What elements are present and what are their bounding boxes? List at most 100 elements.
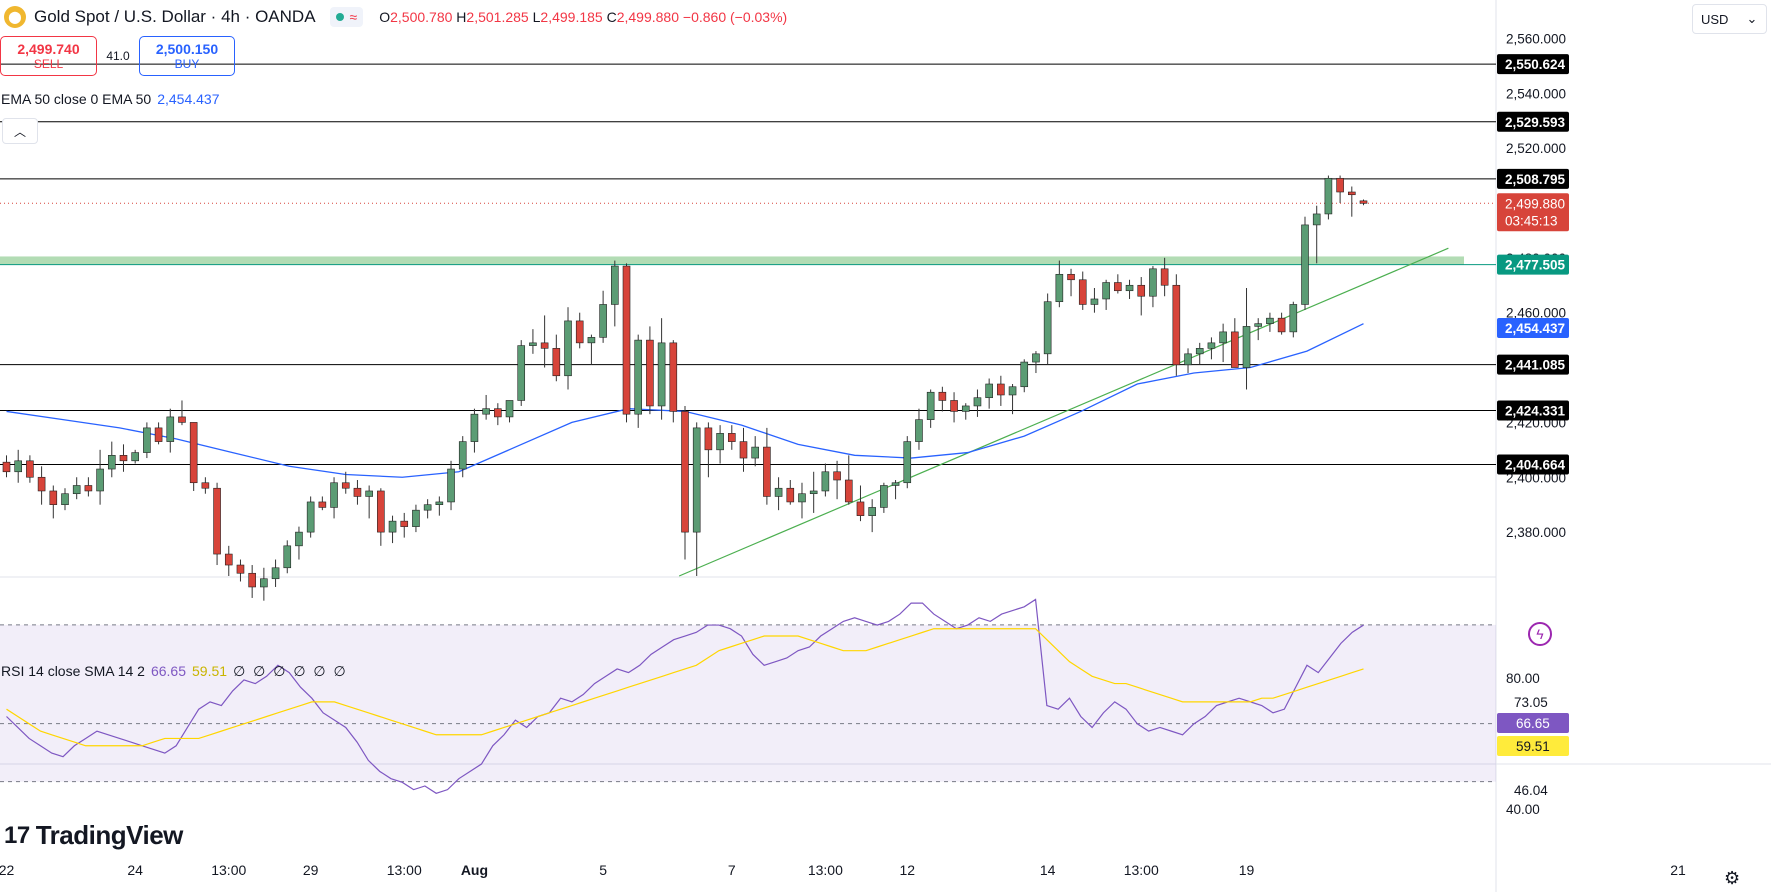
candle-body bbox=[1359, 200, 1368, 204]
candle bbox=[716, 425, 724, 464]
candle bbox=[1289, 301, 1298, 338]
candle bbox=[1219, 323, 1227, 363]
candle-body bbox=[213, 487, 221, 555]
lightning-icon[interactable]: ϟ bbox=[1528, 622, 1552, 646]
rsi-legend[interactable]: RSI 14 close SMA 14 2 66.65 59.51 ∅ ∅ ∅ ∅ ∅… bbox=[1, 663, 348, 680]
candle bbox=[341, 471, 350, 494]
candle bbox=[26, 455, 34, 483]
price-tick-label: 2,520.000 bbox=[1506, 141, 1566, 156]
candle-body bbox=[669, 342, 678, 412]
candle-body bbox=[844, 479, 853, 503]
candle-body bbox=[657, 342, 666, 407]
candle bbox=[774, 477, 783, 511]
candle-body bbox=[306, 501, 315, 533]
candle-body bbox=[236, 564, 245, 574]
candle-body bbox=[915, 419, 923, 442]
time-tick-label: 22 bbox=[0, 862, 14, 878]
symbol-title[interactable]: Gold Spot / U.S. Dollar · 4h · OANDA bbox=[34, 7, 316, 26]
ohlc-change: −0.860 (−0.03%) bbox=[682, 9, 788, 25]
candle bbox=[330, 477, 338, 519]
candle-body bbox=[529, 342, 537, 346]
candle-body bbox=[341, 482, 350, 489]
candle-body bbox=[1149, 268, 1157, 297]
candle-body bbox=[798, 493, 806, 503]
candle-body bbox=[716, 433, 724, 451]
candle-body bbox=[37, 476, 46, 492]
candle-body bbox=[938, 391, 947, 401]
chevron-down-icon: ⌄ bbox=[1746, 11, 1758, 26]
ohlc-high: 2,501.285 bbox=[466, 9, 529, 25]
candle-body bbox=[587, 337, 596, 344]
candle bbox=[1266, 312, 1274, 332]
candle-body bbox=[634, 339, 643, 415]
candle bbox=[143, 422, 151, 459]
candle-body bbox=[739, 441, 748, 459]
candle-body bbox=[997, 383, 1005, 396]
candle bbox=[49, 485, 58, 519]
candle-body bbox=[458, 441, 467, 470]
ema-legend[interactable]: EMA 50 close 0 EMA 50 2,454.437 bbox=[1, 91, 220, 107]
candle-body bbox=[868, 507, 876, 516]
candle bbox=[938, 386, 947, 412]
candle-body bbox=[1160, 268, 1169, 286]
candle-body bbox=[821, 471, 830, 492]
candle bbox=[809, 471, 818, 513]
candle-body bbox=[1114, 282, 1122, 292]
candle-body bbox=[751, 446, 759, 459]
candle bbox=[1348, 186, 1356, 217]
level-price-label-bg bbox=[1497, 54, 1569, 75]
price-tick-label: 2,560.000 bbox=[1506, 31, 1566, 46]
sell-button[interactable]: 2,499.740 SELL bbox=[0, 36, 97, 76]
candle-body bbox=[494, 408, 502, 418]
time-tick-label: 24 bbox=[127, 862, 143, 878]
market-status-pill[interactable]: ≈ bbox=[329, 7, 364, 27]
settings-gear-icon[interactable]: ⚙ bbox=[1724, 868, 1741, 888]
candle bbox=[1207, 337, 1216, 360]
candle bbox=[1020, 359, 1029, 393]
candle bbox=[564, 307, 572, 390]
candle-body bbox=[599, 304, 607, 338]
candle-body bbox=[1172, 284, 1181, 366]
candle bbox=[786, 480, 795, 505]
level-price-label: 2,550.624 bbox=[1505, 57, 1566, 72]
level-price-label: 2,441.085 bbox=[1505, 358, 1566, 373]
level-price-label: 2,404.664 bbox=[1505, 457, 1566, 472]
gold-symbol-icon: ⬤ bbox=[4, 6, 26, 28]
last-price-label: 2,499.880 bbox=[1505, 196, 1565, 211]
rsi-legend-extra: ∅ ∅ ∅ ∅ ∅ ∅ bbox=[233, 663, 348, 679]
candle bbox=[552, 334, 561, 382]
time-tick-label: 14 bbox=[1040, 862, 1056, 878]
candle bbox=[1090, 288, 1099, 313]
brand-name: TradingView bbox=[35, 820, 184, 850]
time-tick-label: 7 bbox=[728, 862, 736, 878]
candle-body bbox=[271, 567, 280, 580]
candle-body bbox=[400, 520, 409, 527]
candle-body bbox=[1277, 317, 1286, 333]
currency-select[interactable]: USD ⌄ bbox=[1692, 4, 1767, 34]
candle-body bbox=[1289, 304, 1298, 333]
candle bbox=[131, 449, 139, 464]
buy-button[interactable]: 2,500.150 BUY bbox=[139, 36, 235, 76]
candle bbox=[915, 408, 923, 450]
candle bbox=[575, 312, 584, 349]
candle bbox=[37, 466, 46, 505]
candle-body bbox=[224, 553, 233, 566]
time-tick-label: 29 bbox=[303, 862, 319, 878]
candle-body bbox=[84, 485, 93, 492]
candle bbox=[529, 329, 537, 354]
candle-body bbox=[786, 487, 795, 503]
candle-body bbox=[166, 416, 175, 442]
candle-body bbox=[622, 265, 631, 415]
candle-body bbox=[248, 572, 256, 588]
candle bbox=[1043, 293, 1052, 365]
collapse-legend-button[interactable]: ︿ bbox=[2, 118, 38, 144]
rsi-sma-line bbox=[6, 628, 1364, 747]
candle-body bbox=[950, 400, 958, 412]
candle bbox=[2, 455, 11, 478]
candle bbox=[365, 485, 373, 519]
candle-body bbox=[1231, 331, 1239, 368]
level-price-label-bg bbox=[1497, 454, 1569, 475]
candle-body bbox=[423, 504, 432, 511]
candle bbox=[1195, 342, 1204, 365]
